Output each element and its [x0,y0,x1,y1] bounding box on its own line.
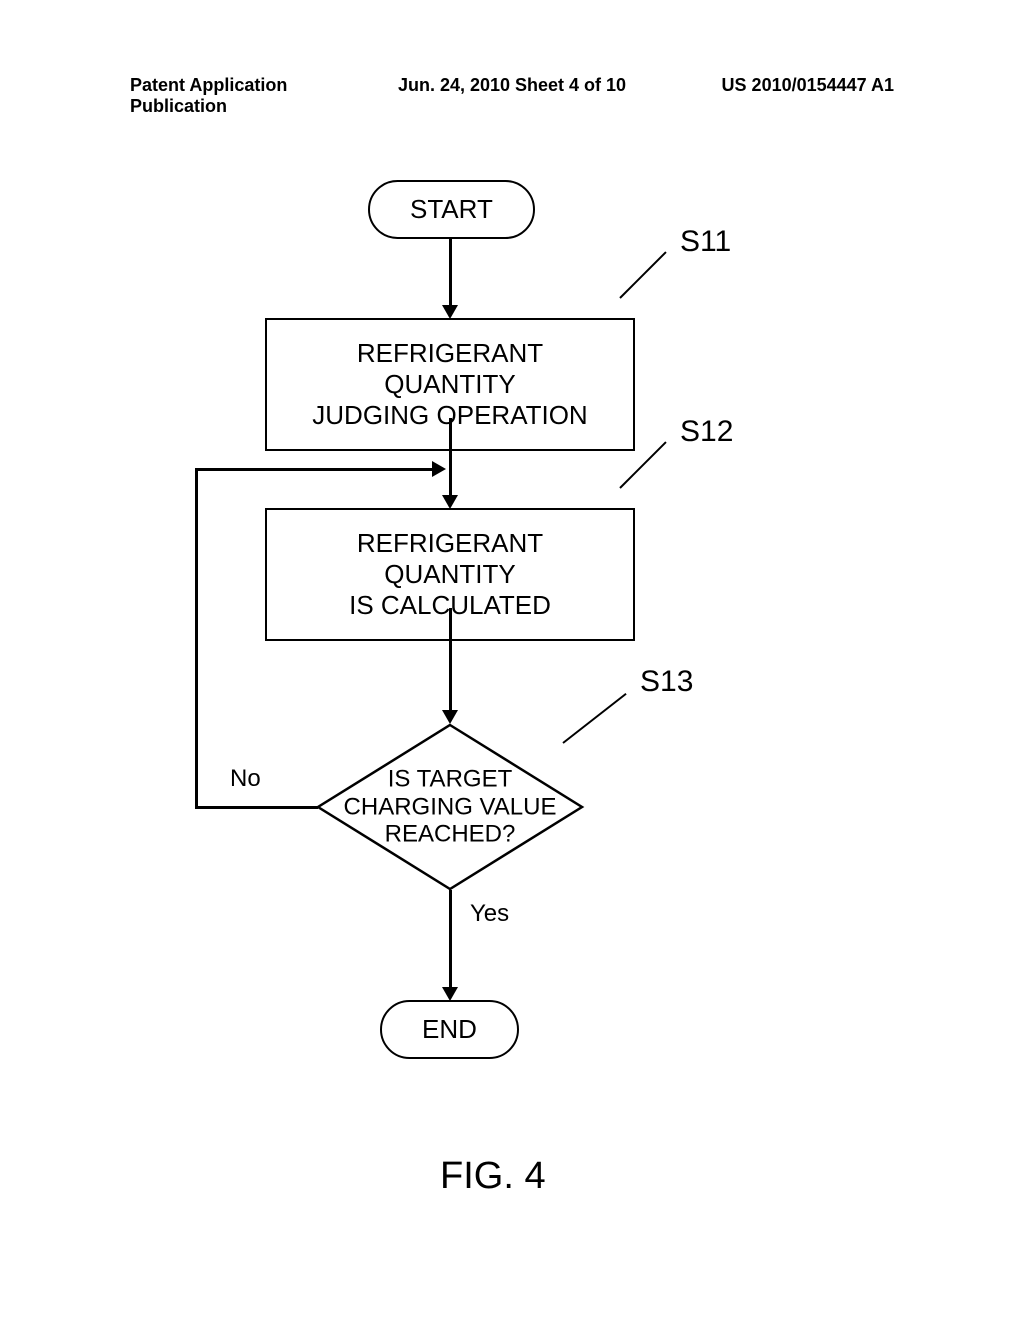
yes-label: Yes [470,900,509,928]
no-label: No [230,765,261,793]
s11-text-1: REFRIGERANT QUANTITY [291,338,609,400]
s13-text-2: CHARGING VALUE [330,793,570,821]
header-left: Patent Application Publication [130,75,385,117]
header-right: US 2010/0154447 A1 [639,75,894,117]
arrow-s13-end [449,890,452,990]
callout-s11 [619,251,666,298]
s13-text-3: REACHED? [330,821,570,849]
figure-label: FIG. 4 [440,1155,546,1198]
arrow-s12-s13 [449,608,452,713]
arrowhead-s13-end [442,987,458,1001]
page-header: Patent Application Publication Jun. 24, … [0,75,1024,117]
s12-text-1: REFRIGERANT QUANTITY [291,528,609,590]
s13-text-1: IS TARGET [330,766,570,794]
arrow-s11-s12 [449,418,452,498]
header-center: Jun. 24, 2010 Sheet 4 of 10 [385,75,640,117]
end-node: END [380,1000,519,1059]
arrowhead-s11-s12 [442,495,458,509]
loop-v [195,468,198,808]
end-label: END [422,1014,477,1044]
start-node: START [368,180,535,239]
label-s13: S13 [640,665,693,699]
arrow-start-s11 [449,238,452,308]
s13-node: IS TARGET CHARGING VALUE REACHED? [315,722,585,892]
loop-h1 [195,806,318,809]
label-s12: S12 [680,415,733,449]
start-label: START [410,194,493,224]
loop-h2 [195,468,435,471]
label-s11: S11 [680,225,731,259]
loop-arrowhead [432,461,446,477]
arrowhead-start-s11 [442,305,458,319]
